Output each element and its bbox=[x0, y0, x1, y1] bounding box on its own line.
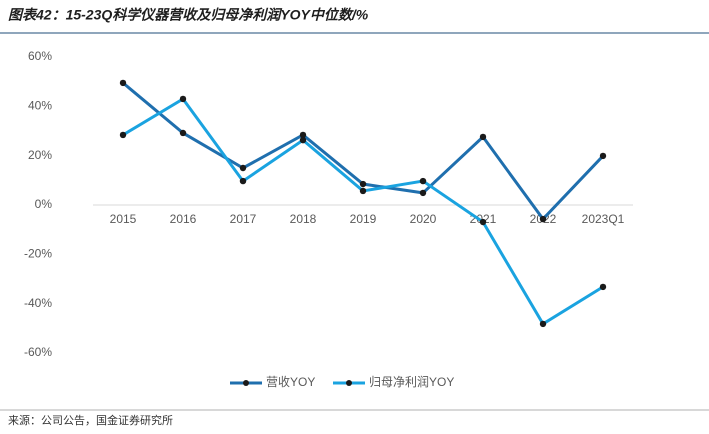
y-tick-label: 60% bbox=[28, 49, 52, 63]
point bbox=[599, 283, 607, 291]
legend-marker bbox=[243, 380, 249, 386]
point bbox=[539, 215, 547, 223]
y-tick-label: 40% bbox=[28, 99, 52, 113]
point bbox=[419, 189, 427, 197]
source: 来源：公司公告，国金证券研究所 bbox=[8, 413, 173, 427]
x-tick-label: 2020 bbox=[410, 212, 437, 226]
point bbox=[239, 164, 247, 172]
x-tick-label: 2016 bbox=[170, 212, 197, 226]
point bbox=[179, 129, 187, 137]
y-tick-label: -60% bbox=[24, 345, 52, 359]
y-tick-label: -40% bbox=[24, 296, 52, 310]
x-tick-label: 2023Q1 bbox=[582, 212, 625, 226]
chart-title: 图表42：15-23Q科学仪器营收及归母净利润YOY中位数/% bbox=[8, 7, 369, 23]
point bbox=[359, 180, 367, 188]
point bbox=[299, 136, 307, 144]
y-tick-label: 0% bbox=[35, 197, 53, 211]
point bbox=[179, 95, 187, 103]
y-tick-label: -20% bbox=[24, 247, 52, 261]
legend-marker bbox=[346, 380, 352, 386]
point bbox=[359, 187, 367, 195]
point bbox=[299, 131, 307, 139]
point bbox=[479, 218, 487, 226]
point bbox=[119, 79, 127, 87]
x-tick-label: 2019 bbox=[350, 212, 377, 226]
legend-label: 归母净利润YOY bbox=[369, 375, 454, 389]
point bbox=[239, 177, 247, 185]
y-tick-label: 20% bbox=[28, 148, 52, 162]
point bbox=[119, 131, 127, 139]
point bbox=[419, 177, 427, 185]
point bbox=[479, 133, 487, 141]
line bbox=[122, 81, 605, 222]
x-tick-label: 2018 bbox=[290, 212, 317, 226]
x-tick-label: 2015 bbox=[110, 212, 137, 226]
legend-label: 营收YOY bbox=[266, 375, 315, 389]
point bbox=[599, 152, 607, 160]
point bbox=[539, 320, 547, 328]
x-tick-label: 2017 bbox=[230, 212, 257, 226]
